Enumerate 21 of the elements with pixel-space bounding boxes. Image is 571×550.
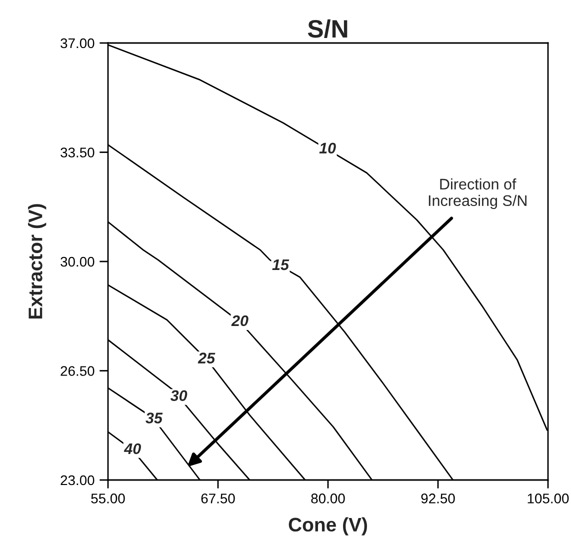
- series-label: 15: [272, 259, 290, 270]
- series-label: 40: [124, 443, 141, 454]
- x-tick-label: 55.00: [91, 494, 125, 504]
- y-tick-label: 30.00: [60, 256, 94, 267]
- x-tick-label: 80.00: [311, 494, 345, 504]
- y-tick-label: 37.00: [60, 38, 94, 48]
- series-label: 10: [319, 142, 336, 154]
- series-label: 35: [146, 412, 163, 424]
- x-tick-label: 92.50: [421, 494, 455, 504]
- y-axis-title: Extractor (V): [28, 204, 46, 319]
- series-label: 20: [231, 315, 248, 326]
- y-tick-label: 33.50: [60, 148, 94, 158]
- series-label: 30: [170, 390, 188, 402]
- x-tick-label: 67.50: [201, 494, 235, 504]
- annotation: Direction of Increasing S/N: [428, 178, 526, 210]
- y-tick-label: 23.00: [60, 475, 94, 486]
- x-tick-label: 105.00: [528, 494, 569, 504]
- chart-title: S/N: [308, 19, 348, 38]
- series-label: 25: [198, 352, 216, 364]
- x-axis-title: Cone (V): [288, 517, 367, 536]
- y-tick-label: 26.50: [60, 366, 94, 376]
